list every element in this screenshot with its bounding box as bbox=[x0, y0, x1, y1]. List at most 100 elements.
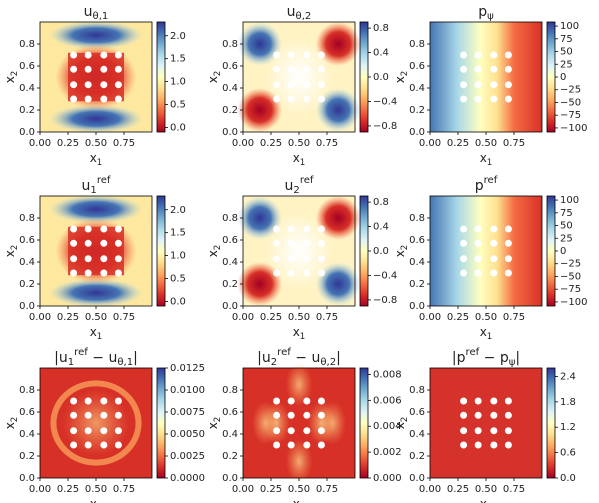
field-core bbox=[68, 226, 124, 276]
x-axis-label-part: 1 bbox=[97, 332, 103, 342]
y-axis-label-part: 2 bbox=[400, 245, 410, 251]
colorbar-tick-label: −25 bbox=[560, 259, 581, 270]
x-tick-label: 0.50 bbox=[475, 484, 497, 495]
colorbar-tick-label: 2.0 bbox=[170, 205, 186, 216]
colorbar-tick-label: 0.008 bbox=[373, 369, 402, 380]
obstacle bbox=[460, 255, 468, 263]
obstacle bbox=[84, 225, 92, 233]
obstacle bbox=[474, 255, 482, 263]
colorbar-tick-label: 50 bbox=[560, 47, 573, 58]
colorbar-tick-label: 0.0 bbox=[560, 473, 576, 484]
obstacle bbox=[303, 411, 311, 419]
y-axis-label: x2 bbox=[3, 417, 20, 430]
obstacle bbox=[114, 269, 122, 277]
x-axis-label-part: 1 bbox=[300, 158, 306, 168]
obstacle bbox=[70, 255, 78, 263]
obstacle bbox=[273, 269, 281, 277]
obstacle bbox=[474, 441, 482, 449]
panel-title-part: − u bbox=[291, 350, 321, 366]
obstacle bbox=[317, 411, 325, 419]
obstacle bbox=[70, 269, 78, 277]
panel-title: uθ,2 bbox=[287, 4, 312, 22]
obstacle bbox=[273, 81, 281, 89]
obstacle bbox=[474, 239, 482, 247]
field-blob bbox=[237, 22, 283, 66]
obstacle bbox=[504, 239, 512, 247]
obstacle bbox=[303, 269, 311, 277]
obstacle bbox=[84, 81, 92, 89]
obstacle bbox=[317, 441, 325, 449]
colorbar-tick-label: 0.0100 bbox=[170, 385, 205, 396]
x-axis-label: x1 bbox=[90, 325, 103, 342]
y-tick-label: 0.2 bbox=[409, 105, 425, 116]
x-tick-label: 0.25 bbox=[447, 138, 469, 149]
field-blob bbox=[285, 362, 313, 407]
colorbar bbox=[359, 195, 369, 307]
obstacle bbox=[287, 427, 295, 435]
y-tick-label: 0.2 bbox=[19, 105, 35, 116]
panel-title-part: ref bbox=[97, 175, 111, 186]
y-axis-label: x2 bbox=[206, 245, 223, 258]
panel-title-part: | bbox=[133, 350, 138, 366]
x-tick-label: 0.75 bbox=[503, 138, 525, 149]
y-axis-label-part: x bbox=[393, 250, 407, 257]
colorbar-tick-label: 25 bbox=[560, 233, 573, 244]
colorbar-tick-label: 1.0 bbox=[170, 251, 186, 262]
y-tick-label: 0.6 bbox=[222, 235, 238, 246]
x-tick-label: 0.25 bbox=[260, 484, 282, 495]
obstacle bbox=[70, 411, 78, 419]
panel-title-part: u bbox=[285, 178, 294, 194]
panel-title-part: θ,2 bbox=[296, 11, 312, 22]
panel-title-part: 1 bbox=[68, 357, 74, 368]
field-blob bbox=[62, 390, 130, 456]
colorbar-tick-label: 0.0 bbox=[170, 296, 186, 307]
obstacle bbox=[303, 427, 311, 435]
obstacle bbox=[100, 225, 108, 233]
obstacle bbox=[317, 65, 325, 73]
colorbar bbox=[359, 21, 369, 133]
obstacle bbox=[490, 427, 498, 435]
colorbar-tick-label: −100 bbox=[560, 123, 587, 134]
obstacle bbox=[273, 225, 281, 233]
obstacle bbox=[84, 255, 92, 263]
y-axis-label: x2 bbox=[393, 71, 410, 84]
y-tick-label: 0.4 bbox=[222, 257, 238, 268]
colorbar-tick-label: 100 bbox=[560, 195, 579, 206]
obstacle bbox=[474, 95, 482, 103]
x-tick-label: 0.50 bbox=[475, 138, 497, 149]
y-tick-label: 0.0 bbox=[19, 301, 35, 312]
panel-title-part: − p bbox=[479, 350, 509, 366]
obstacle bbox=[114, 81, 122, 89]
obstacle bbox=[114, 255, 122, 263]
panel-title: uθ,1 bbox=[84, 4, 109, 22]
obstacle bbox=[504, 269, 512, 277]
y-axis-label-part: 2 bbox=[10, 417, 20, 423]
obstacle bbox=[460, 239, 468, 247]
field-blob bbox=[265, 38, 333, 116]
obstacle bbox=[84, 95, 92, 103]
y-tick-label: 0.2 bbox=[19, 451, 35, 462]
obstacle bbox=[490, 81, 498, 89]
y-tick-label: 0.0 bbox=[409, 473, 425, 484]
field-blob bbox=[237, 196, 283, 240]
obstacle bbox=[114, 441, 122, 449]
y-tick-label: 0.4 bbox=[19, 429, 35, 440]
y-tick-label: 0.0 bbox=[222, 473, 238, 484]
obstacle bbox=[317, 427, 325, 435]
y-axis-label-part: 2 bbox=[213, 245, 223, 251]
y-tick-label: 0.0 bbox=[19, 127, 35, 138]
obstacle bbox=[317, 95, 325, 103]
x-tick-label: 0.25 bbox=[57, 312, 79, 323]
obstacle bbox=[100, 441, 108, 449]
obstacle bbox=[460, 441, 468, 449]
obstacle bbox=[490, 397, 498, 405]
colorbar-tick-label: 0.6 bbox=[560, 448, 576, 459]
panel-title-part: | bbox=[515, 350, 520, 366]
x-axis-label-part: 1 bbox=[97, 158, 103, 168]
colorbar-tick-label: 0.5 bbox=[170, 100, 186, 111]
obstacle bbox=[474, 411, 482, 419]
obstacle bbox=[504, 255, 512, 263]
obstacle bbox=[273, 239, 281, 247]
field-blob bbox=[315, 22, 361, 66]
colorbar-tick-label: 0 bbox=[560, 72, 566, 83]
